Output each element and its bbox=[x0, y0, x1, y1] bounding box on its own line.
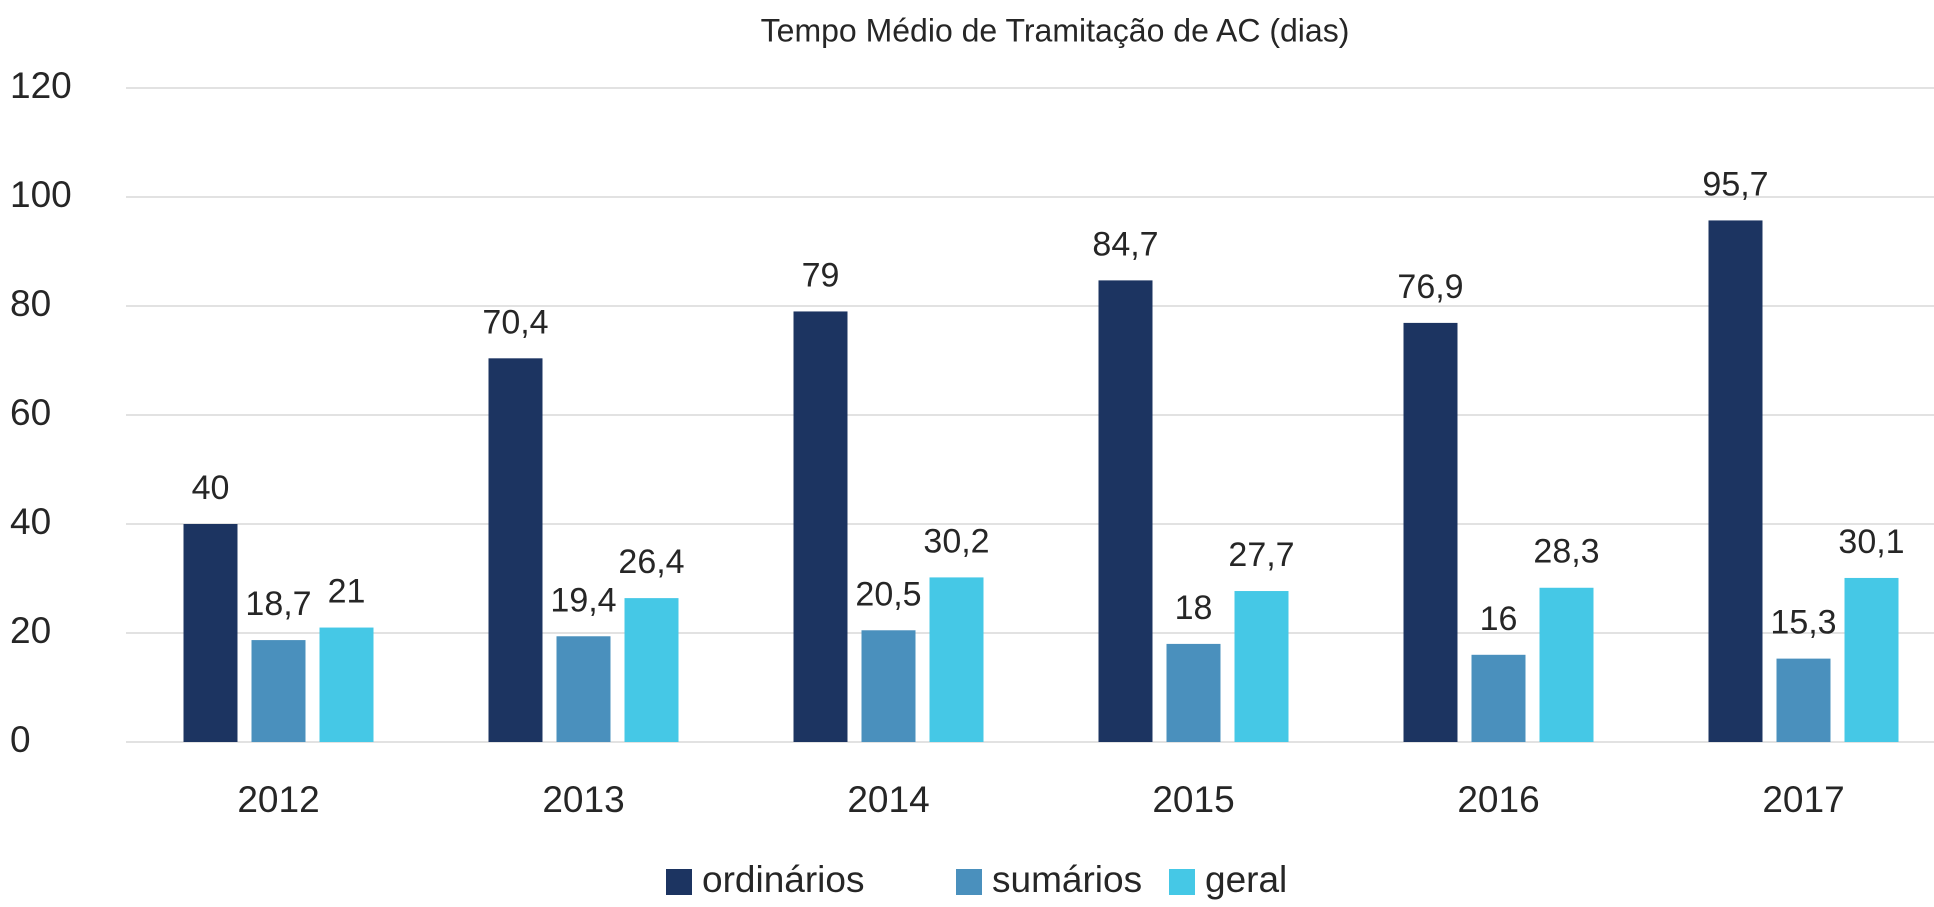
data-label: 18,7 bbox=[245, 585, 311, 623]
y-tick-label: 80 bbox=[10, 283, 51, 324]
legend-swatch bbox=[956, 869, 982, 895]
bar bbox=[1098, 280, 1153, 742]
bar bbox=[488, 358, 543, 742]
y-tick-label: 100 bbox=[10, 174, 72, 215]
bar bbox=[319, 627, 374, 742]
bar bbox=[556, 636, 611, 742]
y-tick-label: 40 bbox=[10, 501, 51, 542]
data-label: 70,4 bbox=[482, 303, 548, 341]
bar bbox=[183, 524, 238, 742]
x-tick-label: 2013 bbox=[542, 779, 624, 820]
bar bbox=[1471, 654, 1526, 742]
data-label: 16 bbox=[1480, 600, 1518, 638]
legend-swatch bbox=[666, 869, 692, 895]
x-tick-label: 2012 bbox=[237, 779, 319, 820]
y-tick-label: 60 bbox=[10, 392, 51, 433]
bar bbox=[861, 630, 916, 742]
legend-label: sumários bbox=[992, 859, 1142, 900]
data-label: 18 bbox=[1175, 589, 1213, 627]
bar bbox=[929, 577, 984, 742]
bar bbox=[1403, 322, 1458, 742]
x-tick-label: 2015 bbox=[1152, 779, 1234, 820]
bar bbox=[1708, 220, 1763, 742]
data-label: 19,4 bbox=[550, 581, 616, 619]
data-label: 76,9 bbox=[1397, 268, 1463, 306]
chart-title: Tempo Médio de Tramitação de AC (dias) bbox=[761, 12, 1350, 48]
legend-swatch bbox=[1169, 869, 1195, 895]
data-label: 30,1 bbox=[1838, 523, 1904, 561]
bar bbox=[1234, 591, 1289, 742]
bar bbox=[624, 598, 679, 742]
bar bbox=[1776, 658, 1831, 742]
data-label: 15,3 bbox=[1770, 604, 1836, 642]
data-label: 21 bbox=[328, 573, 366, 611]
x-tick-label: 2016 bbox=[1457, 779, 1539, 820]
bar bbox=[1844, 577, 1899, 742]
data-label: 79 bbox=[802, 256, 840, 294]
y-tick-label: 20 bbox=[10, 610, 51, 651]
y-tick-label: 0 bbox=[10, 719, 31, 760]
bar bbox=[793, 311, 848, 742]
data-label: 28,3 bbox=[1533, 533, 1599, 571]
x-tick-label: 2017 bbox=[1762, 779, 1844, 820]
bar bbox=[1166, 643, 1221, 742]
data-label: 40 bbox=[192, 469, 230, 507]
data-label: 20,5 bbox=[855, 575, 921, 613]
data-label: 95,7 bbox=[1702, 165, 1768, 203]
y-tick-label: 120 bbox=[10, 65, 72, 106]
data-label: 26,4 bbox=[618, 543, 684, 581]
legend-label: geral bbox=[1205, 859, 1287, 900]
x-tick-label: 2014 bbox=[847, 779, 929, 820]
bar bbox=[251, 640, 306, 742]
data-label: 30,2 bbox=[923, 522, 989, 560]
legend-label: ordinários bbox=[702, 859, 864, 900]
bar bbox=[1539, 587, 1594, 742]
data-label: 27,7 bbox=[1228, 536, 1294, 574]
data-label: 84,7 bbox=[1092, 225, 1158, 263]
